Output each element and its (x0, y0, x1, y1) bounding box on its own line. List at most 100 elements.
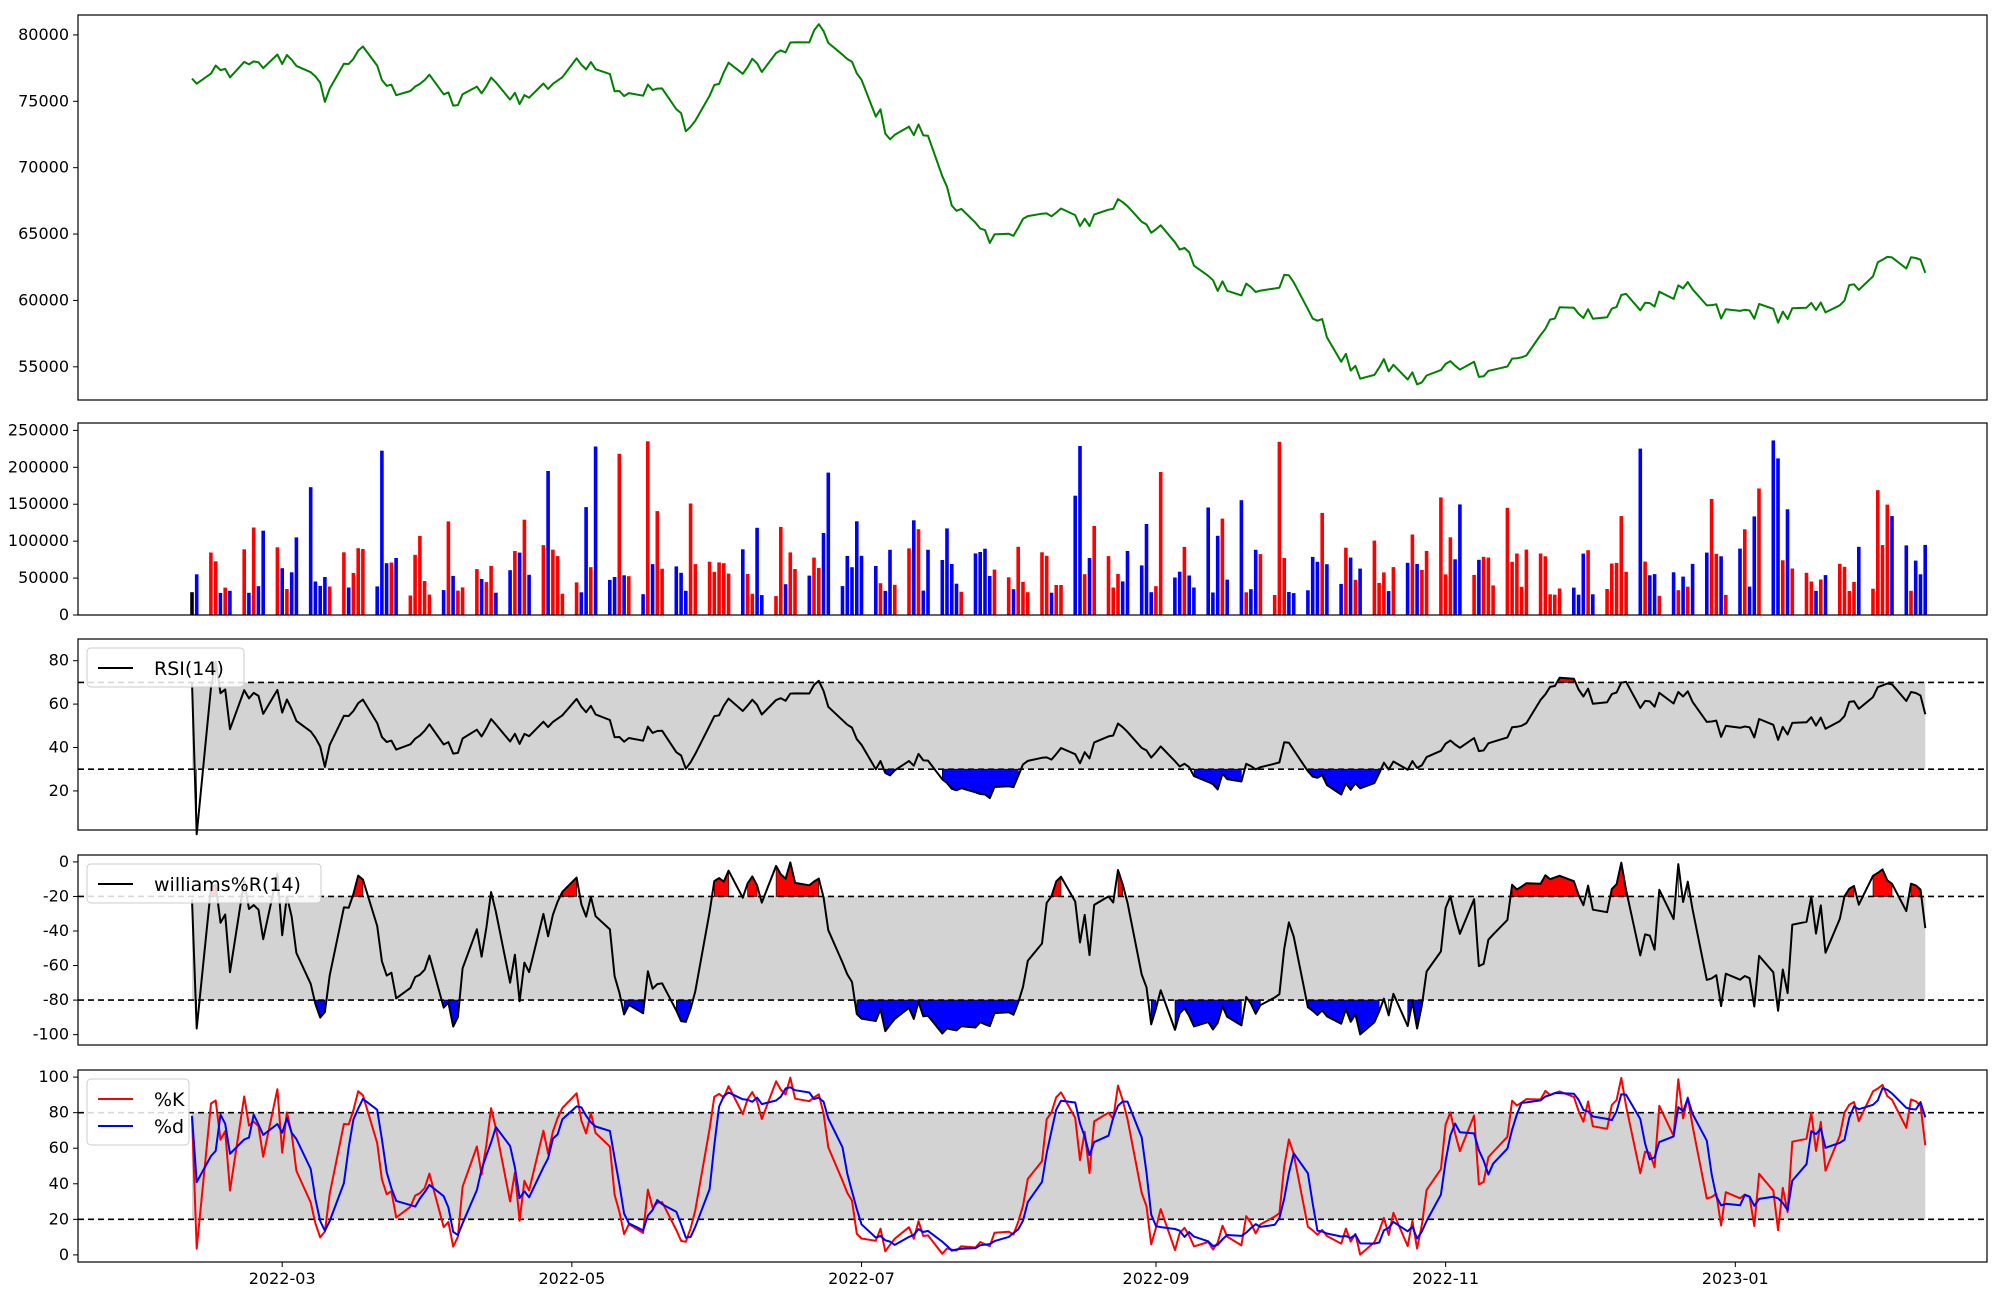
volume-bar (218, 592, 223, 615)
volume-bar (1852, 581, 1856, 615)
price-ytick-label: 75000 (18, 91, 69, 110)
volume-bar (921, 590, 926, 615)
wr-line (191, 861, 1927, 1036)
volume-bar (508, 570, 512, 615)
volume-bar (1519, 586, 1524, 615)
volume-bar (612, 577, 617, 615)
volume-bar (617, 453, 622, 615)
stoch-legend-label: %d (154, 1116, 184, 1138)
volume-bar (1458, 504, 1462, 615)
volume-bar (755, 527, 759, 615)
date-tick-label: 2022-11 (1412, 1269, 1479, 1288)
rsi-line (191, 660, 1927, 836)
wr-ytick-label: -100 (33, 1025, 69, 1044)
volume-bar (888, 549, 892, 615)
volume-bar (522, 519, 527, 615)
date-tick-label: 2023-01 (1702, 1269, 1769, 1288)
volume-bar (959, 591, 963, 615)
volume-bar (1757, 488, 1761, 615)
volume-bar (489, 565, 493, 615)
volume-bar (1809, 581, 1814, 615)
volume-bar (1125, 551, 1130, 615)
volume-bar (745, 573, 750, 615)
stoch-ytick-label: 0 (59, 1245, 69, 1264)
volume-bar (1505, 507, 1510, 615)
volume-bar (1049, 592, 1054, 615)
volume-bar (1358, 568, 1362, 615)
volume-bar (361, 549, 365, 615)
volume-bar (1139, 565, 1144, 615)
volume-bar (627, 576, 631, 615)
date-tick-label: 2022-05 (538, 1269, 605, 1288)
rsi-legend-label: RSI(14) (154, 658, 224, 680)
volume-bar (608, 579, 612, 615)
volume-bar (294, 537, 299, 615)
rsi-band (191, 682, 1926, 770)
volume-bar (256, 586, 261, 615)
volume-bar (1481, 556, 1486, 615)
stoch-ytick-label: 40 (49, 1174, 69, 1193)
volume-bar (992, 569, 997, 615)
volume-bar (722, 563, 726, 615)
volume-bar (418, 535, 422, 615)
volume-bar (1173, 577, 1177, 615)
wr-ytick-label: -40 (43, 921, 69, 940)
volume-bar (546, 471, 550, 615)
volume-bar (422, 581, 427, 615)
volume-bar (845, 555, 850, 615)
volume-bar (1249, 589, 1253, 615)
volume-bar (1339, 583, 1343, 615)
volume-bar (1842, 566, 1847, 615)
volume-ytick-label: 50000 (18, 568, 69, 587)
volume-bar (717, 562, 721, 615)
volume-bar (1011, 589, 1016, 615)
volume-bar (1781, 560, 1785, 615)
volume-bar (1225, 579, 1229, 615)
stoch-ytick-label: 20 (49, 1209, 69, 1228)
volume-bar (973, 553, 978, 615)
volume-bar (874, 566, 878, 615)
volume-bar (1344, 547, 1348, 615)
volume-bar (356, 548, 360, 615)
volume-bar (228, 590, 232, 615)
volume-bar (916, 529, 921, 615)
wr-oversold-area (676, 999, 691, 1023)
volume-bar (1220, 518, 1225, 615)
volume-bar (1847, 591, 1852, 615)
volume-bar (1111, 587, 1115, 615)
volume-bar (641, 594, 645, 615)
wr-band (191, 896, 1926, 1001)
volume-bar (950, 564, 954, 615)
volume-bar (456, 590, 460, 615)
volume-bar (1638, 448, 1643, 615)
stoch-d-line (191, 1086, 1927, 1252)
volume-bar (394, 558, 398, 615)
volume-bar (484, 582, 489, 615)
volume-bar (840, 586, 845, 615)
volume-bar (707, 561, 712, 615)
volume-bar (855, 521, 859, 615)
volume-bar (1491, 585, 1495, 615)
volume-bar (517, 552, 522, 615)
volume-bar (1652, 574, 1657, 615)
volume-bar (342, 552, 346, 615)
volume-bar (774, 596, 778, 615)
volume-bar (323, 577, 327, 615)
volume-bar (479, 579, 484, 615)
volume-bar (1424, 550, 1429, 615)
volume-bar (1576, 594, 1581, 615)
volume-bar (1116, 573, 1120, 615)
volume-bar (793, 569, 797, 615)
volume-bar (541, 545, 546, 615)
rsi-ytick-label: 20 (49, 781, 69, 800)
volume-bar (560, 593, 565, 615)
volume-bar (1686, 586, 1690, 615)
price-ytick-label: 80000 (18, 25, 69, 44)
volume-bar (261, 530, 265, 615)
volume-bar (1448, 537, 1453, 615)
volume-bar (1420, 569, 1424, 615)
volume-bar (427, 594, 432, 615)
volume-bar (826, 472, 831, 615)
volume-bar (247, 592, 251, 615)
volume-bar (1671, 572, 1676, 615)
